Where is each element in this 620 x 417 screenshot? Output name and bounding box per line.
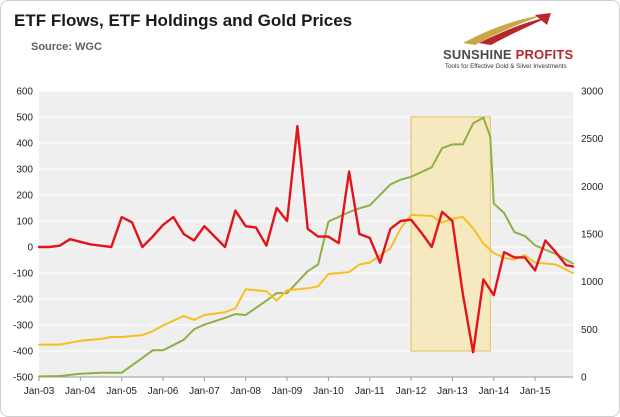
chart-source: Source: WGC (31, 41, 102, 53)
sunshine-profits-logo: SUNSHINE PROFITS Tools for Effective Gol… (423, 13, 608, 75)
logo-swoosh-icon (463, 13, 551, 45)
left-y-tick-label: 400 (16, 139, 33, 150)
left-y-tick-label: -300 (13, 321, 33, 332)
left-y-tick-label: 0 (27, 243, 33, 254)
left-y-tick-label: -500 (13, 373, 33, 384)
x-tick-label: Jan-14 (478, 386, 509, 397)
logo-tagline: Tools for Effective Gold & Silver Invest… (445, 63, 567, 70)
etf-holdings-line (38, 116, 574, 378)
x-tick-label: Jan-04 (65, 386, 96, 397)
x-tick-label: Jan-05 (106, 386, 137, 397)
right-y-tick-label: 500 (581, 325, 598, 336)
logo-name-part1: SUNSHINE (443, 47, 516, 62)
gold-price-line (38, 213, 574, 346)
x-tick-label: Jan-13 (437, 386, 468, 397)
chart-title: ETF Flows, ETF Holdings and Gold Prices (14, 11, 353, 30)
logo-name-part2: PROFITS (515, 47, 574, 62)
x-tick-label: Jan-07 (189, 386, 220, 397)
x-tick-label: Jan-12 (396, 386, 427, 397)
x-tick-label: Jan-08 (230, 386, 261, 397)
plot-area (39, 91, 573, 377)
x-tick-label: Jan-15 (520, 386, 551, 397)
left-y-tick-label: 200 (16, 191, 33, 202)
right-y-tick-label: 2000 (581, 182, 604, 193)
right-y-tick-label: 1000 (581, 277, 604, 288)
left-y-tick-label: -400 (13, 347, 33, 358)
x-tick-label: Jan-10 (313, 386, 344, 397)
x-tick-label: Jan-06 (148, 386, 179, 397)
x-tick-label: Jan-03 (24, 386, 55, 397)
left-y-tick-label: 100 (16, 217, 33, 228)
x-tick-label: Jan-09 (272, 386, 303, 397)
right-y-tick-label: 2500 (581, 134, 604, 145)
logo-wordmark: SUNSHINE PROFITS (443, 47, 573, 62)
etf-flows-line (37, 124, 575, 354)
left-y-tick-label: -200 (13, 295, 33, 306)
left-y-tick-label: -100 (13, 269, 33, 280)
right-y-tick-label: 0 (581, 373, 587, 384)
x-tick-label: Jan-11 (355, 386, 385, 397)
left-y-tick-label: 600 (16, 87, 33, 98)
right-y-tick-label: 3000 (581, 87, 604, 98)
left-y-tick-label: 500 (16, 113, 33, 124)
right-y-tick-label: 1500 (581, 230, 604, 241)
left-y-tick-label: 300 (16, 165, 33, 176)
